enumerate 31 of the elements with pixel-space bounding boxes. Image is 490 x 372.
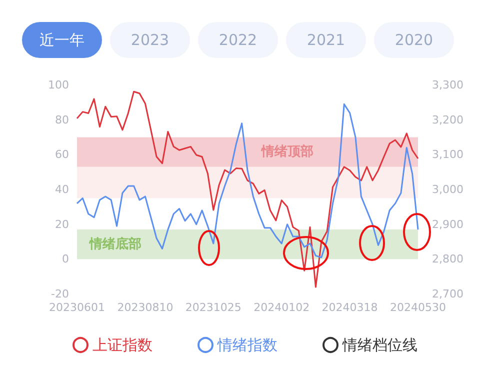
text: 2022	[198, 22, 278, 58]
text: 2020	[374, 22, 454, 58]
y-tick-label: 0	[62, 252, 69, 266]
band-label: 情绪顶部	[260, 144, 314, 160]
line-series	[76, 90, 419, 288]
y2-tick-label: 2,800	[432, 252, 464, 266]
x-tick-label: 20240318	[322, 301, 378, 314]
y-tick-label: 100	[48, 78, 69, 92]
y2-tick-label: 3,000	[432, 183, 464, 196]
y2-tick-label: 3,100	[432, 148, 464, 162]
x-tick-label: 20240530	[390, 301, 446, 314]
band-label: 情绪底部	[88, 236, 142, 252]
y2-tick-label: 2,700	[432, 288, 464, 300]
text: 2021	[286, 22, 366, 58]
y-tick-label: 40	[55, 183, 69, 196]
y-tick-label: 80	[55, 113, 69, 126]
legend-label: 情绪指数	[216, 336, 278, 354]
text: 2023	[110, 22, 190, 58]
y2-tick-label: 2,900	[432, 218, 464, 231]
legend-label: 情绪档位线	[342, 336, 418, 354]
y-tick-label: 20	[55, 218, 69, 231]
legend-label: 上证指数	[92, 336, 152, 354]
x-tick-label: 20230601	[49, 301, 105, 314]
y2-tick-label: 3,300	[432, 78, 464, 92]
x-tick-label: 20230810	[117, 301, 174, 314]
x-tick-label: 20240102	[254, 301, 310, 314]
y-tick-label: -20	[51, 288, 69, 300]
text: 近一年	[22, 22, 102, 58]
x-tick-label: 20231025	[185, 301, 242, 314]
y2-tick-label: 3,200	[432, 113, 464, 126]
y-tick-label: 60	[55, 148, 69, 162]
